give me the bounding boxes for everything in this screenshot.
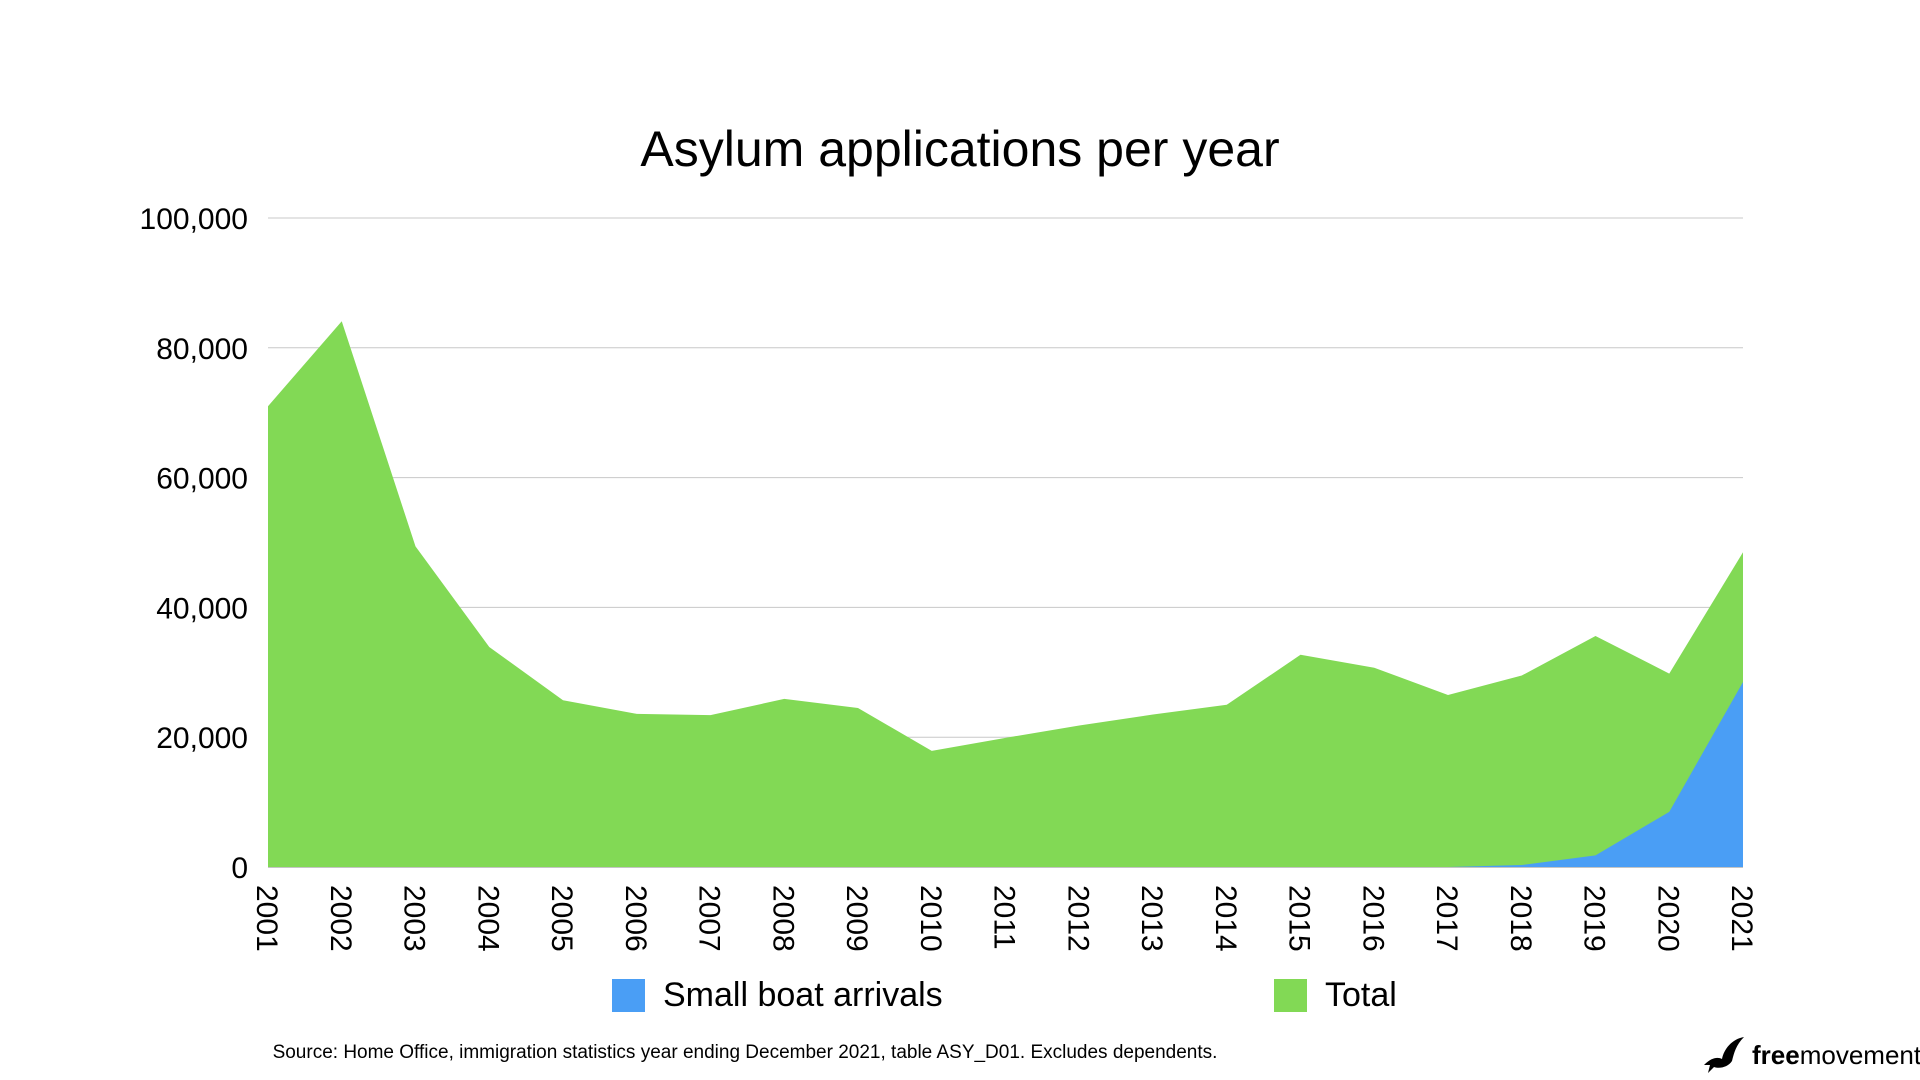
x-tick-label: 2003 xyxy=(398,885,431,952)
x-tick-label: 2001 xyxy=(250,885,283,952)
x-tick-label: 2009 xyxy=(840,885,873,952)
brand-logo: freemovement xyxy=(1702,1035,1920,1075)
y-tick-label: 0 xyxy=(231,852,248,885)
legend-item-total: Total xyxy=(1274,976,1397,1015)
legend-label-small-boat: Small boat arrivals xyxy=(663,976,943,1014)
y-tick-label: 40,000 xyxy=(156,592,248,625)
y-tick-label: 100,000 xyxy=(140,203,248,236)
bird-icon xyxy=(1704,1037,1744,1073)
brand-normal: movement xyxy=(1799,1039,1920,1070)
y-tick-label: 80,000 xyxy=(156,333,248,366)
series-area-total xyxy=(268,321,1743,867)
x-tick-label: 2006 xyxy=(619,885,652,952)
x-tick-label: 2021 xyxy=(1725,885,1758,952)
x-tick-label: 2015 xyxy=(1283,885,1316,952)
x-tick-label: 2014 xyxy=(1209,885,1242,952)
x-tick-label: 2011 xyxy=(988,885,1021,950)
x-tick-label: 2020 xyxy=(1651,885,1684,952)
x-tick-label: 2017 xyxy=(1430,885,1463,952)
legend-label-total: Total xyxy=(1325,976,1397,1014)
x-tick-label: 2018 xyxy=(1504,885,1537,952)
x-tick-label: 2019 xyxy=(1578,885,1611,952)
y-tick-label: 60,000 xyxy=(156,463,248,496)
x-tick-label: 2010 xyxy=(914,885,947,952)
x-tick-label: 2013 xyxy=(1135,885,1168,952)
x-tick-label: 2007 xyxy=(693,885,726,952)
source-note: Source: Home Office, immigration statist… xyxy=(272,1042,1218,1063)
x-tick-label: 2004 xyxy=(471,885,504,952)
x-tick-label: 2008 xyxy=(766,885,799,952)
chart-title: Asylum applications per year xyxy=(640,121,1280,177)
x-tick-label: 2012 xyxy=(1061,885,1094,952)
y-tick-label: 20,000 xyxy=(156,722,248,755)
x-tick-label: 2005 xyxy=(545,885,578,952)
x-tick-label: 2016 xyxy=(1356,885,1389,952)
x-tick-label: 2002 xyxy=(324,885,357,952)
brand-bold: free xyxy=(1752,1039,1800,1070)
legend-item-small-boat-arrivals: Small boat arrivals xyxy=(612,976,943,1015)
legend-swatch-total xyxy=(1274,979,1307,1012)
legend-swatch-small-boat xyxy=(612,979,645,1012)
